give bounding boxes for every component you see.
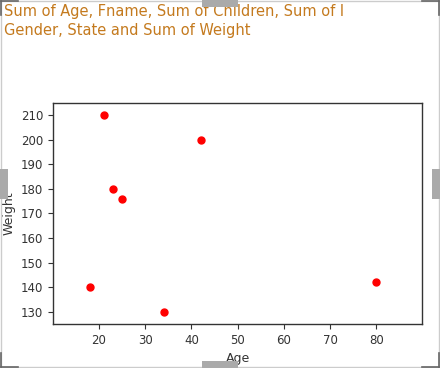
Point [118,196,126,202]
Point [160,309,167,315]
Point [109,186,116,192]
Text: Sum of Age, Fname, Sum of Children, Sum of I
Gender, State and Sum of Weight: Sum of Age, Fname, Sum of Children, Sum … [4,4,345,39]
Point [100,112,107,118]
Point [86,284,93,290]
Point [373,279,380,285]
X-axis label: Age: Age [225,352,250,365]
Y-axis label: Weight: Weight [2,192,15,235]
Point [197,137,204,143]
